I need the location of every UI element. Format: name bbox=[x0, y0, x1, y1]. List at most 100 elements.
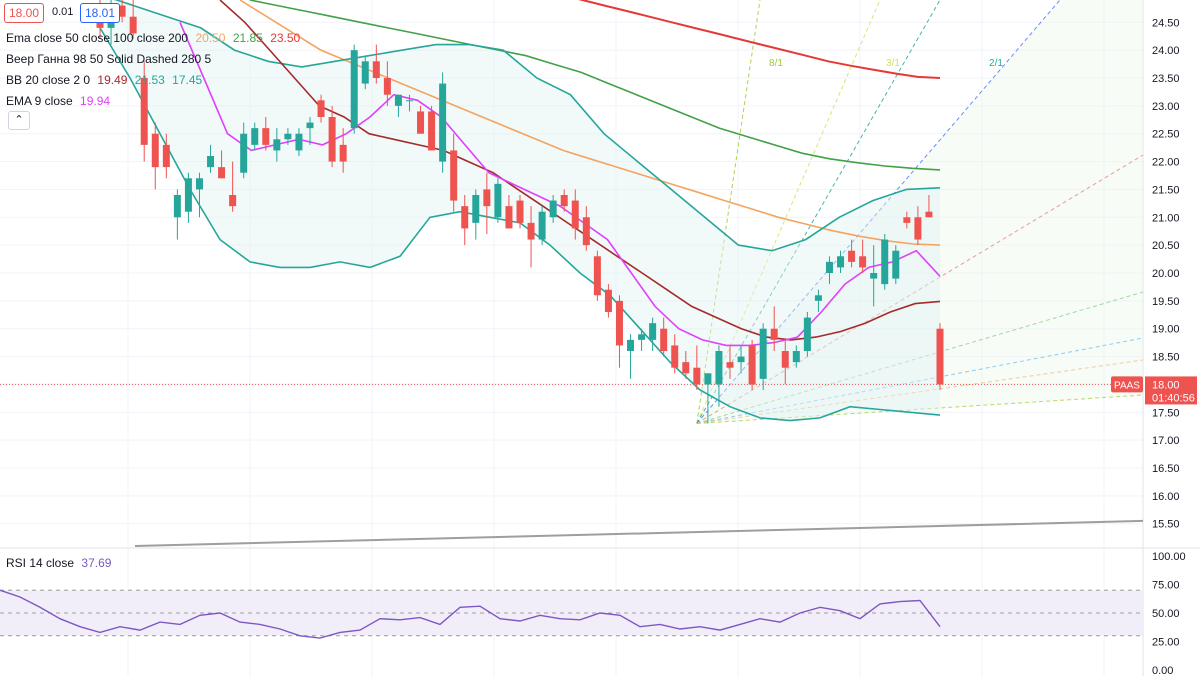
price-tick-label: 16.50 bbox=[1152, 463, 1180, 475]
price-tick-label: 23.00 bbox=[1152, 101, 1180, 113]
gann-fan-label: 3/1 bbox=[886, 58, 900, 69]
candle-body bbox=[693, 367, 701, 385]
bid-price-box[interactable]: 18.00 bbox=[4, 3, 45, 23]
candle-body bbox=[936, 328, 944, 385]
collapse-legend-button[interactable]: ⌃ bbox=[8, 111, 30, 130]
price-tick-label: 16.00 bbox=[1152, 491, 1180, 503]
candle-body bbox=[207, 156, 215, 168]
candle-body bbox=[483, 189, 491, 207]
price-tick-label: 17.50 bbox=[1152, 407, 1180, 419]
candle-body bbox=[295, 133, 303, 151]
candle-body bbox=[417, 111, 425, 134]
candle-body bbox=[914, 217, 922, 240]
candle-body bbox=[129, 16, 137, 34]
price-axis[interactable]: 24.50 24.00 23.50 23.00 22.50 22.00 21.50 21.00… bbox=[1152, 17, 1180, 530]
candle-body bbox=[405, 100, 413, 102]
candle-body bbox=[593, 256, 601, 296]
gann-fan-ray bbox=[696, 0, 941, 424]
legend-ema[interactable]: Ema close 50 close 100 close 200 20.50 2… bbox=[6, 31, 304, 45]
ask-price-box[interactable]: 18.01 bbox=[80, 3, 121, 23]
candle-body bbox=[638, 334, 646, 340]
gann-fan-ray bbox=[696, 394, 1144, 424]
legend-bb-upper-value: 21.53 bbox=[134, 73, 165, 87]
chevron-up-icon: ⌃ bbox=[14, 114, 24, 126]
candle-body bbox=[273, 139, 281, 151]
candle-body bbox=[615, 300, 623, 346]
candle-body bbox=[306, 122, 314, 129]
candle-body bbox=[173, 195, 181, 218]
legend-gann-name: Веер Ганна 98 50 Solid Dashed 280 5 bbox=[6, 52, 212, 66]
legend-ema9-value: 19.94 bbox=[80, 94, 111, 108]
price-tag-value: 18.00 bbox=[1152, 379, 1180, 391]
candle-body bbox=[848, 250, 856, 262]
price-tick-label: 22.00 bbox=[1152, 157, 1180, 169]
price-tick-label: 22.50 bbox=[1152, 129, 1180, 141]
ema200-line bbox=[578, 0, 941, 79]
gann-fan-ray bbox=[696, 0, 1061, 424]
legend-rsi-name: RSI 14 close bbox=[6, 556, 75, 570]
candle-body bbox=[505, 206, 513, 229]
candle-body bbox=[859, 256, 867, 268]
price-tick-label: 20.50 bbox=[1152, 240, 1180, 252]
candle-body bbox=[759, 328, 767, 379]
gann-fan-ray bbox=[696, 291, 1144, 424]
candle-body bbox=[96, 22, 104, 28]
candle-body bbox=[350, 50, 358, 129]
candle-body bbox=[361, 61, 369, 84]
legend-ema9-name: EMA 9 close bbox=[6, 94, 73, 108]
legend-gann[interactable]: Веер Ганна 98 50 Solid Dashed 280 5 bbox=[6, 52, 215, 66]
candle-body bbox=[251, 128, 259, 145]
candle-body bbox=[461, 206, 469, 229]
price-tick-label: 24.00 bbox=[1152, 45, 1180, 57]
spread-value: 0.01 bbox=[52, 6, 74, 18]
candle-body bbox=[649, 323, 657, 340]
candle-body bbox=[229, 195, 237, 207]
candle-body bbox=[450, 150, 458, 201]
candle-body bbox=[825, 261, 833, 273]
bb-mid-line bbox=[219, 0, 941, 341]
candle-body bbox=[516, 200, 524, 223]
candle-body bbox=[472, 195, 480, 223]
symbol-tag-label: PAAS bbox=[1114, 380, 1140, 391]
rsi-tick-label: 100.00 bbox=[1152, 551, 1186, 563]
legend-ema-name: Ema close 50 close 100 close 200 bbox=[6, 31, 189, 45]
legend-rsi-value: 37.69 bbox=[81, 556, 112, 570]
gann-fan-fill bbox=[696, 0, 1143, 424]
candle-body bbox=[262, 128, 270, 145]
price-tick-label: 21.50 bbox=[1152, 184, 1180, 196]
candle-body bbox=[428, 111, 436, 151]
candle-body bbox=[394, 94, 402, 106]
rsi-tick-label: 75.00 bbox=[1152, 580, 1180, 592]
candle-body bbox=[726, 362, 734, 368]
rsi-pane: 100.00 75.00 50.00 25.00 0.00 bbox=[0, 551, 1186, 676]
candle-body bbox=[814, 295, 822, 301]
candle-body bbox=[682, 362, 690, 374]
candle-body bbox=[328, 117, 336, 162]
legend-bb[interactable]: BB 20 close 2 0 19.49 21.53 17.45 bbox=[6, 73, 206, 87]
candle-body bbox=[240, 133, 248, 173]
ema100-line bbox=[249, 0, 941, 171]
price-tag bbox=[1145, 376, 1197, 405]
legend-rsi[interactable]: RSI 14 close 37.69 bbox=[6, 556, 115, 570]
candle-body bbox=[748, 345, 756, 385]
legend-ema9[interactable]: EMA 9 close 19.94 bbox=[6, 94, 114, 108]
candle-body bbox=[284, 133, 292, 140]
candle-body bbox=[881, 239, 889, 285]
rsi-line bbox=[0, 589, 941, 639]
candle-body bbox=[151, 133, 159, 168]
candles bbox=[96, 0, 944, 424]
gann-fan-ray bbox=[696, 359, 1144, 424]
candle-body bbox=[803, 317, 811, 351]
gann-fan: 8/1 3/1 2/1 bbox=[696, 0, 1144, 424]
rsi-tick-label: 0.00 bbox=[1152, 665, 1173, 676]
price-tick-label: 19.00 bbox=[1152, 324, 1180, 336]
candle-body bbox=[571, 200, 579, 229]
candle-body bbox=[715, 351, 723, 385]
candle-body bbox=[439, 83, 447, 162]
candle-body bbox=[792, 351, 800, 363]
gann-fan-label: 8/1 bbox=[769, 58, 783, 69]
candle-body bbox=[903, 217, 911, 223]
